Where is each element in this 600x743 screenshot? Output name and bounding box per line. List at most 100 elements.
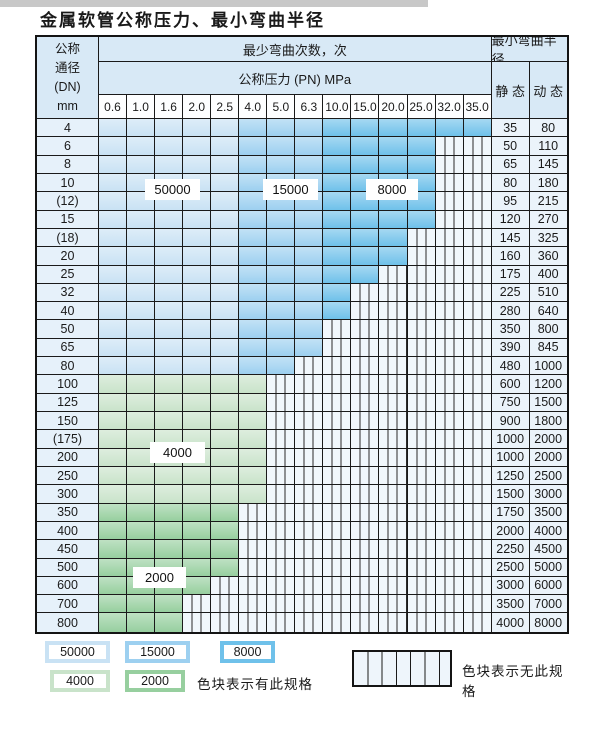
- spec-cell: [379, 155, 408, 174]
- static-value: 750: [491, 393, 530, 412]
- spec-cell: [127, 466, 156, 486]
- no-spec-cell: [435, 320, 464, 339]
- no-spec-cell: [379, 540, 408, 559]
- spec-cell: [323, 265, 352, 284]
- dn-cell: 80: [37, 357, 99, 376]
- no-spec-cell: [407, 521, 436, 541]
- spec-cell: [155, 283, 184, 303]
- spec-cell: [239, 155, 268, 174]
- no-spec-cell: [463, 540, 492, 559]
- spec-cell: [239, 357, 268, 376]
- legend-swatch-label: 50000: [49, 645, 106, 659]
- spec-cell: [267, 155, 296, 174]
- spec-cell: [295, 338, 324, 358]
- static-value: 3500: [491, 595, 530, 614]
- spec-cell: [239, 375, 268, 394]
- spec-cell: [351, 247, 380, 266]
- no-spec-cell: [351, 540, 380, 559]
- static-value: 1500: [491, 485, 530, 504]
- no-spec-cell: [463, 283, 492, 303]
- spec-cell: [351, 119, 380, 138]
- dn-header-line: 通径: [54, 60, 80, 75]
- no-spec-cell: [379, 357, 408, 376]
- spec-cell: [211, 357, 240, 376]
- spec-cell: [155, 265, 184, 284]
- spec-cell: [183, 210, 212, 229]
- no-spec-cell: [267, 521, 296, 541]
- no-spec-cell: [323, 357, 352, 376]
- spec-cell: [155, 485, 184, 504]
- no-spec-cell: [379, 320, 408, 339]
- no-spec-cell: [267, 393, 296, 412]
- spec-cell: [127, 393, 156, 412]
- no-spec-cell: [351, 613, 380, 632]
- dynamic-value: 640: [529, 302, 567, 321]
- spec-cell: [183, 412, 212, 431]
- spec-cell: [211, 228, 240, 248]
- no-spec-cell: [351, 576, 380, 596]
- spec-cell: [239, 412, 268, 431]
- dynamic-value: 2000: [529, 430, 567, 449]
- no-spec-cell: [267, 540, 296, 559]
- pressure-col-header: 6.3: [295, 95, 324, 119]
- no-spec-cell: [295, 448, 324, 467]
- spec-cell: [99, 485, 128, 504]
- dn-cell: 500: [37, 558, 99, 577]
- no-spec-cell: [463, 320, 492, 339]
- spec-cell: [155, 595, 184, 614]
- dynamic-value: 1200: [529, 375, 567, 394]
- spec-cell: [239, 448, 268, 467]
- no-spec-cell: [239, 521, 268, 541]
- static-value: 2500: [491, 558, 530, 577]
- legend-swatch-2000: 2000: [125, 670, 185, 692]
- spec-cell: [183, 375, 212, 394]
- static-value: 95: [491, 192, 530, 211]
- legend-swatch-label: 4000: [54, 674, 106, 688]
- dn-cell: 450: [37, 540, 99, 559]
- pressure-col-header: 2.0: [183, 95, 212, 119]
- no-spec-cell: [323, 338, 352, 358]
- no-spec-cell: [351, 558, 380, 577]
- legend-has-spec-text: 色块表示有此规格: [197, 677, 313, 692]
- spec-cell: [99, 448, 128, 467]
- spec-cell: [323, 283, 352, 303]
- dn-cell: 32: [37, 283, 99, 303]
- pressure-col-header: 20.0: [379, 95, 408, 119]
- spec-cell: [99, 320, 128, 339]
- spec-cell: [211, 210, 240, 229]
- spec-cell: [127, 210, 156, 229]
- no-spec-cell: [463, 466, 492, 486]
- dn-cell: 600: [37, 576, 99, 596]
- static-value: 4000: [491, 613, 530, 632]
- no-spec-cell: [295, 558, 324, 577]
- pressure-col-header: 10.0: [323, 95, 352, 119]
- pressure-col-header: 0.6: [99, 95, 128, 119]
- no-spec-cell: [379, 393, 408, 412]
- spec-cell: [295, 155, 324, 174]
- legend: 50000 15000 8000 4000 2000 色块表示有此规格 色块表示无此规格: [45, 641, 575, 703]
- no-spec-cell: [435, 558, 464, 577]
- no-spec-cell: [435, 521, 464, 541]
- spec-cell: [267, 228, 296, 248]
- spec-cell: [183, 338, 212, 358]
- spec-cell: [239, 192, 268, 211]
- spec-cell: [183, 155, 212, 174]
- spec-cell: [323, 192, 352, 211]
- spec-cell: [239, 265, 268, 284]
- spec-cell: [127, 247, 156, 266]
- no-spec-cell: [435, 338, 464, 358]
- spec-cell: [99, 375, 128, 394]
- spec-cell: [99, 173, 128, 193]
- no-spec-cell: [323, 503, 352, 522]
- spec-cell: [155, 338, 184, 358]
- dn-header-cell: 公称 通径 (DN) mm: [37, 37, 99, 119]
- spec-cell: [99, 137, 128, 156]
- spec-cell: [407, 155, 436, 174]
- static-value: 1250: [491, 466, 530, 486]
- spec-cell: [155, 155, 184, 174]
- no-spec-cell: [435, 192, 464, 211]
- cycle-count-label: 8000: [366, 179, 418, 200]
- spec-cell: [239, 430, 268, 449]
- spec-cell: [155, 375, 184, 394]
- static-value: 35: [491, 119, 530, 138]
